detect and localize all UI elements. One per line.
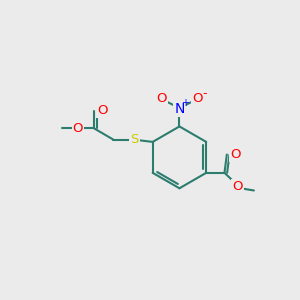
Text: S: S — [130, 133, 139, 146]
Text: O: O — [97, 104, 108, 117]
Text: O: O — [157, 92, 167, 105]
Text: N: N — [174, 102, 184, 116]
Text: O: O — [192, 92, 202, 105]
Text: +: + — [181, 98, 189, 109]
Text: O: O — [232, 181, 243, 194]
Text: O: O — [230, 148, 240, 161]
Text: O: O — [73, 122, 83, 135]
Text: -: - — [202, 87, 207, 100]
